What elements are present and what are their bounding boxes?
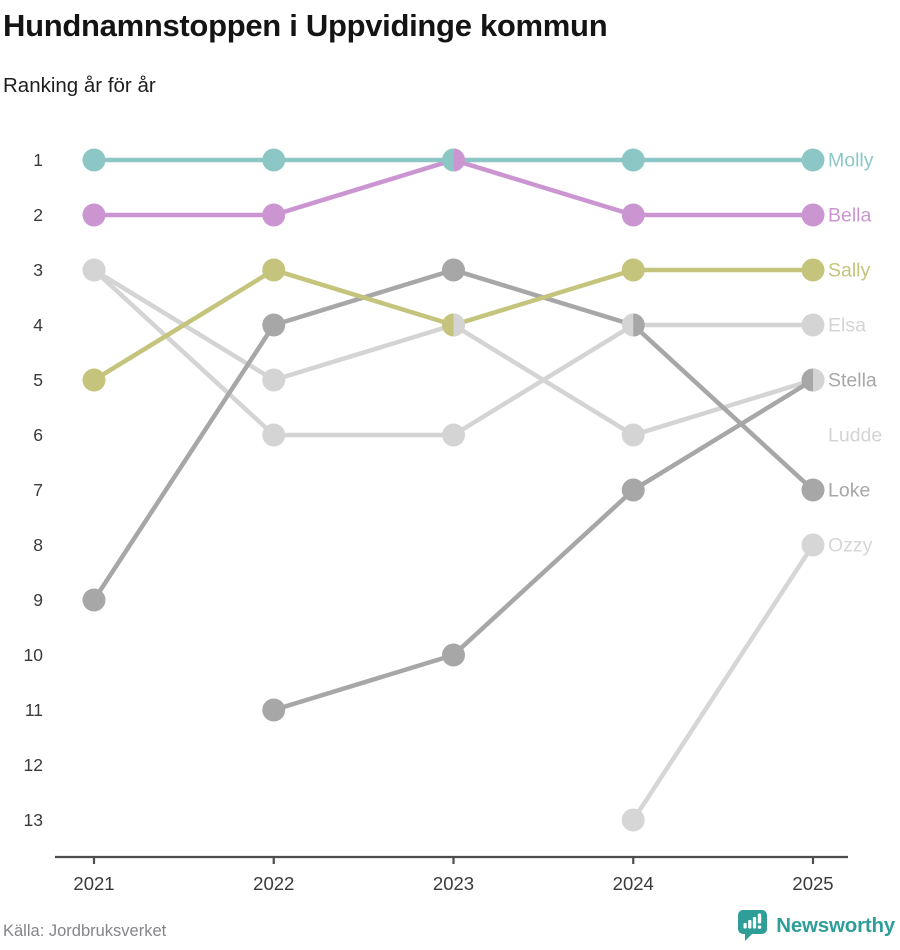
y-tick-label-7: 7: [33, 480, 43, 500]
data-point-ozzy-2024: [621, 808, 645, 832]
series-label-elsa: Elsa: [828, 315, 866, 337]
series-label-sally: Sally: [828, 260, 871, 282]
data-point-bella-2022: [262, 203, 286, 227]
data-point-sally-2024: [621, 258, 645, 282]
data-point-ludde-2023-half: [453, 313, 465, 337]
data-point-loke-2022: [262, 313, 286, 337]
data-point-stella-2024: [621, 478, 645, 502]
series-line-elsa: [92, 268, 813, 438]
data-point-stella-2022: [262, 698, 286, 722]
series-label-ludde: Ludde: [828, 425, 882, 447]
data-point-ludde-2024: [621, 423, 645, 447]
y-tick-label-9: 9: [33, 590, 43, 610]
y-tick-label-11: 11: [25, 700, 43, 720]
page-title: Hundnamnstoppen i Uppvidinge kommun: [3, 8, 608, 43]
brand-name: Newsworthy: [776, 913, 895, 937]
data-point-bella-2023-half: [453, 148, 465, 172]
y-tick-label-8: 8: [33, 535, 43, 555]
x-tick-label-2025: 2025: [792, 873, 833, 894]
x-tick-label-2024: 2024: [613, 873, 654, 894]
y-tick-label-2: 2: [33, 205, 43, 225]
data-point-loke-2021: [82, 588, 106, 612]
series-label-bella: Bella: [828, 205, 872, 227]
y-tick-label-6: 6: [33, 425, 43, 445]
y-tick-label-1: 1: [33, 150, 43, 170]
data-point-loke-2024-half: [633, 313, 645, 337]
series-label-loke: Loke: [828, 480, 870, 502]
data-point-stella-2023: [442, 643, 465, 667]
x-tick-label-2023: 2023: [433, 873, 474, 894]
y-tick-label-13: 13: [24, 810, 43, 830]
newsworthy-logo: Newsworthy: [737, 909, 895, 942]
data-point-bella-2024: [621, 203, 645, 227]
data-point-elsa-2022: [262, 423, 286, 447]
y-tick-label-10: 10: [24, 645, 44, 665]
data-point-molly-2024: [621, 148, 645, 172]
data-point-loke-2025: [801, 478, 825, 502]
series-line-ludde: [92, 268, 814, 438]
data-point-sally-2022: [262, 258, 286, 282]
y-tick-label-3: 3: [33, 260, 43, 280]
data-point-molly-2022: [262, 148, 286, 172]
series-label-stella: Stella: [828, 370, 877, 392]
y-tick-label-4: 4: [33, 315, 43, 335]
data-point-sally-2021: [82, 368, 106, 392]
data-point-ludde-2021-half: [94, 258, 106, 282]
y-tick-label-12: 12: [24, 755, 43, 775]
y-tick-label-5: 5: [33, 370, 43, 390]
chart-subtitle: Ranking år för år: [3, 74, 156, 97]
source-note: Källa: Jordbruksverket: [3, 922, 167, 940]
data-point-bella-2025: [801, 203, 825, 227]
series-line-ozzy: [631, 543, 815, 822]
data-point-ludde-2022: [262, 368, 286, 392]
bar-chart-speech-bubble-icon: [738, 910, 768, 941]
series-label-molly: Molly: [828, 150, 874, 172]
data-point-bella-2021: [82, 203, 106, 227]
x-tick-label-2021: 2021: [73, 873, 114, 894]
series-label-ozzy: Ozzy: [828, 535, 873, 557]
x-tick-label-2022: 2022: [253, 873, 294, 894]
data-point-molly-2025: [801, 148, 825, 172]
data-point-loke-2023: [442, 258, 465, 282]
data-point-sally-2025: [801, 258, 825, 282]
data-point-ozzy-2025: [801, 533, 825, 557]
data-point-ludde-2025-half: [813, 368, 825, 392]
data-point-molly-2021: [82, 148, 106, 172]
data-point-elsa-2025: [801, 313, 825, 337]
data-point-elsa-2023: [442, 423, 465, 447]
series-line-stella: [273, 378, 815, 713]
